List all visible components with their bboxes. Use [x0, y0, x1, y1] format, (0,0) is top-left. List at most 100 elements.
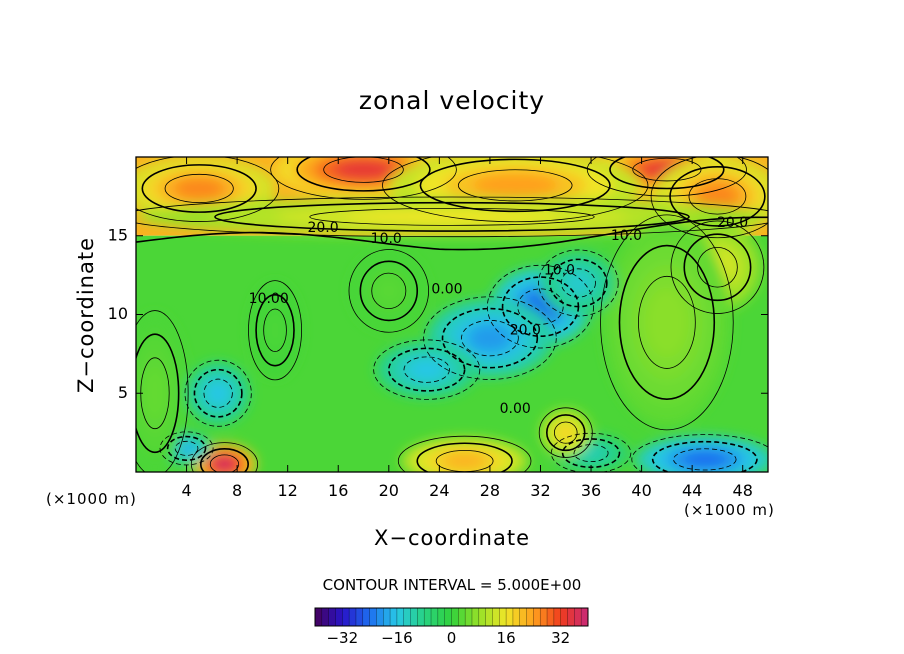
colorbar-cell: [458, 608, 466, 626]
contour-line: [348, 249, 430, 333]
contour-line: [545, 414, 586, 452]
contour-line: [397, 435, 532, 472]
field-feature-11: [565, 272, 592, 294]
field-feature-0: [333, 159, 394, 180]
field-feature-20: [375, 277, 402, 305]
contour-line: [403, 356, 450, 383]
colorbar-cell: [369, 608, 377, 626]
contour-line: [517, 288, 564, 325]
colorbar-cell: [526, 608, 534, 626]
x-unit-label-right: (×1000 m): [684, 501, 775, 519]
field-feature-10: [409, 359, 444, 380]
contour-label: 10.0: [611, 228, 642, 244]
contour-line: [270, 157, 457, 200]
field-feature-16: [443, 452, 487, 470]
x-tick-label: 48: [733, 481, 753, 500]
contour-line: [638, 275, 696, 369]
field-feature-7: [645, 287, 689, 358]
contour-line: [600, 214, 734, 431]
colorbar-tick-label: 0: [447, 629, 457, 647]
colorbar-cell: [321, 608, 330, 626]
contour-line: [461, 320, 519, 357]
contour-line: [560, 268, 596, 298]
colorbar-cell: [431, 608, 439, 626]
colorbar-tick-label: −32: [326, 629, 358, 647]
contour-line: [184, 359, 252, 427]
contour-line: [457, 169, 573, 202]
contour-line: [650, 157, 768, 239]
colorbar-cell: [349, 608, 357, 626]
x-tick-label: 24: [429, 481, 449, 500]
colorbar-cell: [444, 608, 452, 626]
colorbar-cell: [471, 608, 480, 626]
field-feature-12: [207, 382, 229, 404]
contour-line: [618, 244, 716, 400]
contour-labels: 20.0 10.0 10.0 20.0 0.00 10.0 10.00 20.0 0.00: [249, 215, 749, 417]
contour-line: [166, 435, 207, 461]
contour-line: [203, 378, 233, 408]
colorbar-cell: [424, 608, 432, 626]
colorbar-tick-label: 32: [551, 629, 570, 647]
colorbar-cell: [355, 608, 364, 626]
contour-label: 10.0: [544, 262, 575, 278]
contour-line: [651, 440, 758, 472]
colorbar-cell: [437, 608, 446, 626]
contour-line: [296, 157, 431, 192]
x-tick-label: 32: [530, 481, 550, 500]
x-tick-label: 36: [581, 481, 601, 500]
x-tick-label: 8: [232, 481, 242, 500]
colorbar-cell: [533, 608, 541, 626]
x-tick-label: 28: [480, 481, 500, 500]
contour-line: [549, 258, 608, 308]
contour-line: [323, 157, 404, 183]
colorbar-cell: [492, 608, 500, 626]
colorbar-cell: [540, 608, 548, 626]
field-feature-3: [472, 173, 559, 198]
contour-line: [136, 310, 189, 472]
colorbar-cell: [465, 608, 473, 626]
contour-line: [359, 260, 419, 322]
contour-line: [669, 166, 766, 227]
contour-line: [159, 431, 214, 466]
y-tick-label: 15: [108, 225, 128, 244]
contour-line: [419, 158, 611, 213]
colorbar-cell: [410, 608, 418, 626]
contour-line: [190, 442, 259, 472]
contour-line: [631, 434, 768, 472]
field-feature-13: [681, 451, 729, 468]
colorbar-cell: [499, 608, 507, 626]
colorbar: −32 −16 0 16 32: [314, 607, 589, 647]
contour-line: [538, 407, 593, 458]
contour-line: [670, 220, 765, 314]
contour-line: [609, 157, 725, 190]
colorbar-cell: [478, 608, 487, 626]
colorbar-cell: [328, 608, 336, 626]
contour-line: [174, 440, 199, 456]
contour-line: [387, 347, 466, 392]
field-feature-5: [344, 210, 560, 224]
colorbar-cell: [560, 608, 568, 626]
y-tick-label: 5: [118, 383, 128, 402]
colorbar-cell: [553, 608, 562, 626]
contour-line: [136, 216, 768, 251]
field-feature-4: [695, 182, 739, 210]
x-tick-label: 20: [379, 481, 399, 500]
contour-line: [697, 247, 738, 288]
contour-line: [209, 454, 240, 472]
y-tick-label: 10: [108, 304, 128, 323]
x-tick-label: 44: [682, 481, 702, 500]
contour-label: 10.00: [249, 291, 289, 307]
colorbar-cell: [519, 608, 527, 626]
contour-lines: [136, 157, 768, 472]
x-tick-label: 40: [631, 481, 651, 500]
contour-line: [673, 448, 737, 471]
contour-line: [538, 249, 619, 317]
contour-line: [382, 157, 649, 223]
colorbar-cell: [512, 608, 521, 626]
field-feature-2: [173, 177, 225, 200]
contour-line: [416, 442, 513, 472]
contour-line: [486, 264, 594, 349]
contour-line: [263, 308, 287, 352]
colorbar-cell: [342, 608, 350, 626]
